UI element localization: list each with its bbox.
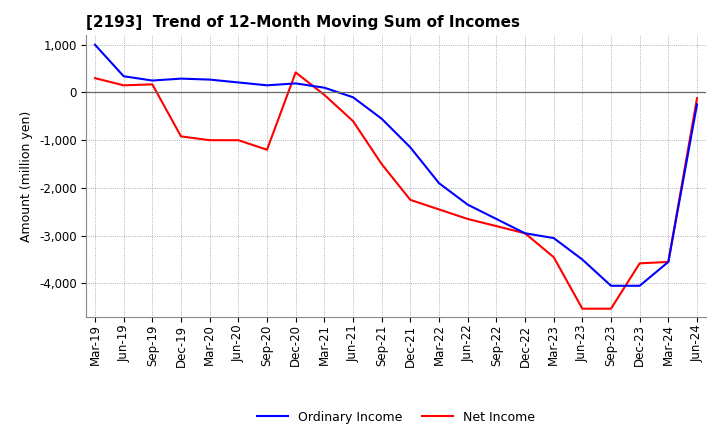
Ordinary Income: [348, 95, 357, 100]
Ordinary Income: [377, 116, 386, 121]
Net Income: [435, 207, 444, 212]
Text: [2193]  Trend of 12-Month Moving Sum of Incomes: [2193] Trend of 12-Month Moving Sum of I…: [86, 15, 521, 30]
Net Income: [492, 224, 500, 229]
Ordinary Income: [693, 102, 701, 107]
Net Income: [176, 134, 185, 139]
Ordinary Income: [91, 42, 99, 48]
Ordinary Income: [205, 77, 214, 82]
Net Income: [607, 306, 616, 312]
Net Income: [521, 231, 529, 236]
Ordinary Income: [435, 180, 444, 186]
Ordinary Income: [635, 283, 644, 288]
Ordinary Income: [292, 81, 300, 86]
Net Income: [91, 76, 99, 81]
Net Income: [693, 95, 701, 101]
Net Income: [292, 70, 300, 75]
Line: Net Income: Net Income: [95, 73, 697, 309]
Net Income: [578, 306, 587, 312]
Net Income: [464, 216, 472, 222]
Ordinary Income: [607, 283, 616, 288]
Net Income: [664, 259, 672, 264]
Net Income: [549, 254, 558, 260]
Line: Ordinary Income: Ordinary Income: [95, 45, 697, 286]
Net Income: [263, 147, 271, 152]
Legend: Ordinary Income, Net Income: Ordinary Income, Net Income: [252, 406, 540, 429]
Ordinary Income: [464, 202, 472, 207]
Net Income: [120, 83, 128, 88]
Ordinary Income: [549, 235, 558, 241]
Net Income: [377, 161, 386, 167]
Net Income: [406, 197, 415, 202]
Ordinary Income: [320, 85, 328, 90]
Ordinary Income: [263, 83, 271, 88]
Ordinary Income: [406, 145, 415, 150]
Net Income: [348, 118, 357, 124]
Ordinary Income: [120, 73, 128, 79]
Net Income: [320, 92, 328, 98]
Ordinary Income: [176, 76, 185, 81]
Ordinary Income: [492, 216, 500, 222]
Net Income: [205, 138, 214, 143]
Ordinary Income: [664, 259, 672, 264]
Ordinary Income: [234, 80, 243, 85]
Net Income: [234, 138, 243, 143]
Ordinary Income: [521, 231, 529, 236]
Net Income: [148, 82, 157, 87]
Net Income: [635, 261, 644, 266]
Y-axis label: Amount (million yen): Amount (million yen): [20, 110, 33, 242]
Ordinary Income: [148, 78, 157, 83]
Ordinary Income: [578, 257, 587, 262]
